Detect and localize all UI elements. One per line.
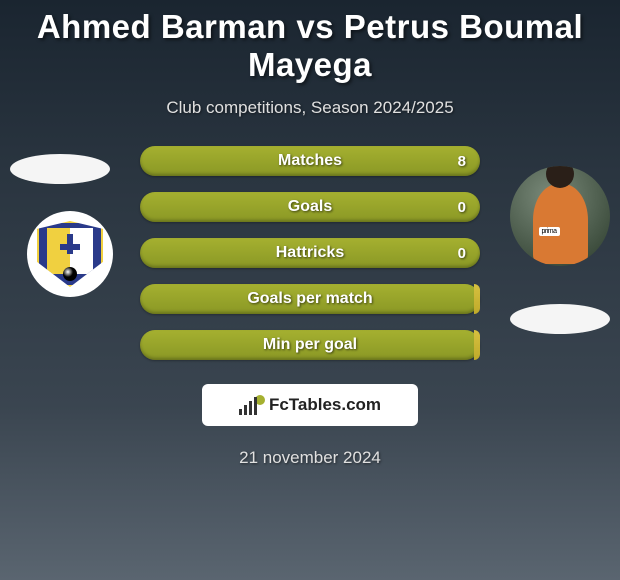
player2-avatar: prima — [510, 166, 610, 266]
page-subtitle: Club competitions, Season 2024/2025 — [166, 98, 453, 118]
date-text: 21 november 2024 — [239, 448, 381, 468]
fctables-logo-icon — [239, 395, 265, 415]
stat-bar-goals-per-match: Goals per match — [140, 284, 480, 314]
club-shield-icon — [37, 221, 103, 287]
player1-club-logo — [27, 211, 113, 297]
attribution-box: FcTables.com — [202, 384, 418, 426]
player2-club-logo — [510, 304, 610, 334]
stat-bar-hattricks: Hattricks 0 — [140, 238, 480, 268]
player2-jersey-badge: prima — [539, 227, 560, 236]
stat-label: Goals — [288, 198, 332, 216]
stat-value: 0 — [458, 199, 466, 216]
stat-label: Min per goal — [263, 336, 357, 354]
infographic-container: Ahmed Barman vs Petrus Boumal Mayega Clu… — [0, 0, 620, 468]
stat-bar-matches: Matches 8 — [140, 146, 480, 176]
page-title: Ahmed Barman vs Petrus Boumal Mayega — [0, 8, 620, 84]
stat-value: 0 — [458, 245, 466, 262]
stat-label: Goals per match — [247, 290, 372, 308]
stat-bar-goals: Goals 0 — [140, 192, 480, 222]
player1-avatar — [10, 154, 110, 184]
stats-bars: Matches 8 Goals 0 Hattricks 0 Goals per … — [140, 146, 480, 360]
player2-figure: prima — [533, 184, 588, 264]
stat-value: 8 — [458, 153, 466, 170]
stat-label: Hattricks — [276, 244, 344, 262]
stat-label: Matches — [278, 152, 342, 170]
stat-bar-min-per-goal: Min per goal — [140, 330, 480, 360]
attribution-text: FcTables.com — [269, 395, 381, 415]
content-area: prima Matches 8 — [0, 146, 620, 360]
